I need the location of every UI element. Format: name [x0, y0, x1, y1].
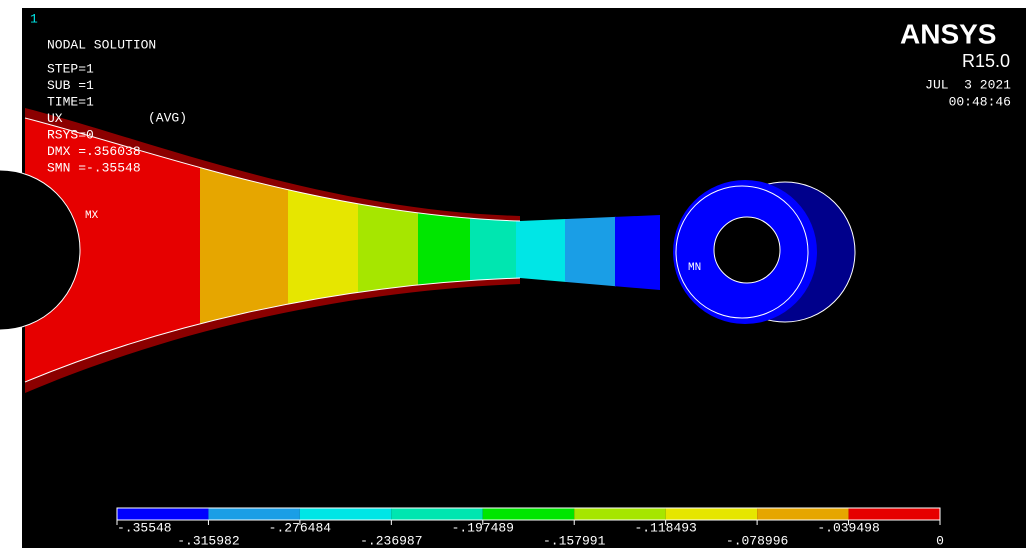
- legend-label: -.197489: [452, 520, 514, 535]
- legend-label: -.118493: [634, 520, 696, 535]
- time: 00:48:46: [949, 94, 1011, 109]
- window-id: 1: [30, 11, 38, 26]
- legend-swatch: [849, 508, 940, 520]
- legend-label: -.315982: [177, 533, 239, 548]
- header-line: SUB =1: [47, 78, 94, 93]
- legend-label: -.078996: [726, 533, 788, 548]
- legend-label: -.157991: [543, 533, 606, 548]
- header-line: RSYS=0: [47, 127, 94, 142]
- eye-hole: [714, 217, 780, 283]
- min-marker: MN: [688, 262, 701, 274]
- header-line: TIME=1: [47, 94, 94, 109]
- legend-swatch: [391, 508, 482, 520]
- header-line: SMN =-.35548: [47, 160, 141, 175]
- max-marker: MX: [85, 210, 99, 222]
- legend-swatch: [208, 508, 299, 520]
- legend-swatch: [757, 508, 848, 520]
- avg: (AVG): [148, 110, 187, 125]
- legend-label: -.276484: [269, 520, 332, 535]
- legend-swatch: [574, 508, 665, 520]
- header-line: DMX =.356038: [47, 144, 141, 159]
- legend-swatch: [117, 508, 208, 520]
- header-line: UX: [47, 111, 63, 126]
- legend-swatch: [300, 508, 391, 520]
- legend-label: -.236987: [360, 533, 422, 548]
- date: JUL 3 2021: [925, 77, 1011, 92]
- legend-swatch: [666, 508, 757, 520]
- legend-label: 0: [936, 533, 944, 548]
- title: NODAL SOLUTION: [47, 37, 156, 52]
- release: R15.0: [962, 51, 1010, 71]
- legend-label: -.35548: [117, 520, 172, 535]
- header-line: STEP=1: [47, 61, 94, 76]
- legend-label: -.039498: [817, 520, 879, 535]
- brand: ANSYS: [900, 18, 996, 49]
- legend-swatch: [483, 508, 574, 520]
- screenshot: 1 NODAL SOLUTION STEP=1 SUB =1TIME=1 UXRSY…: [0, 0, 1026, 548]
